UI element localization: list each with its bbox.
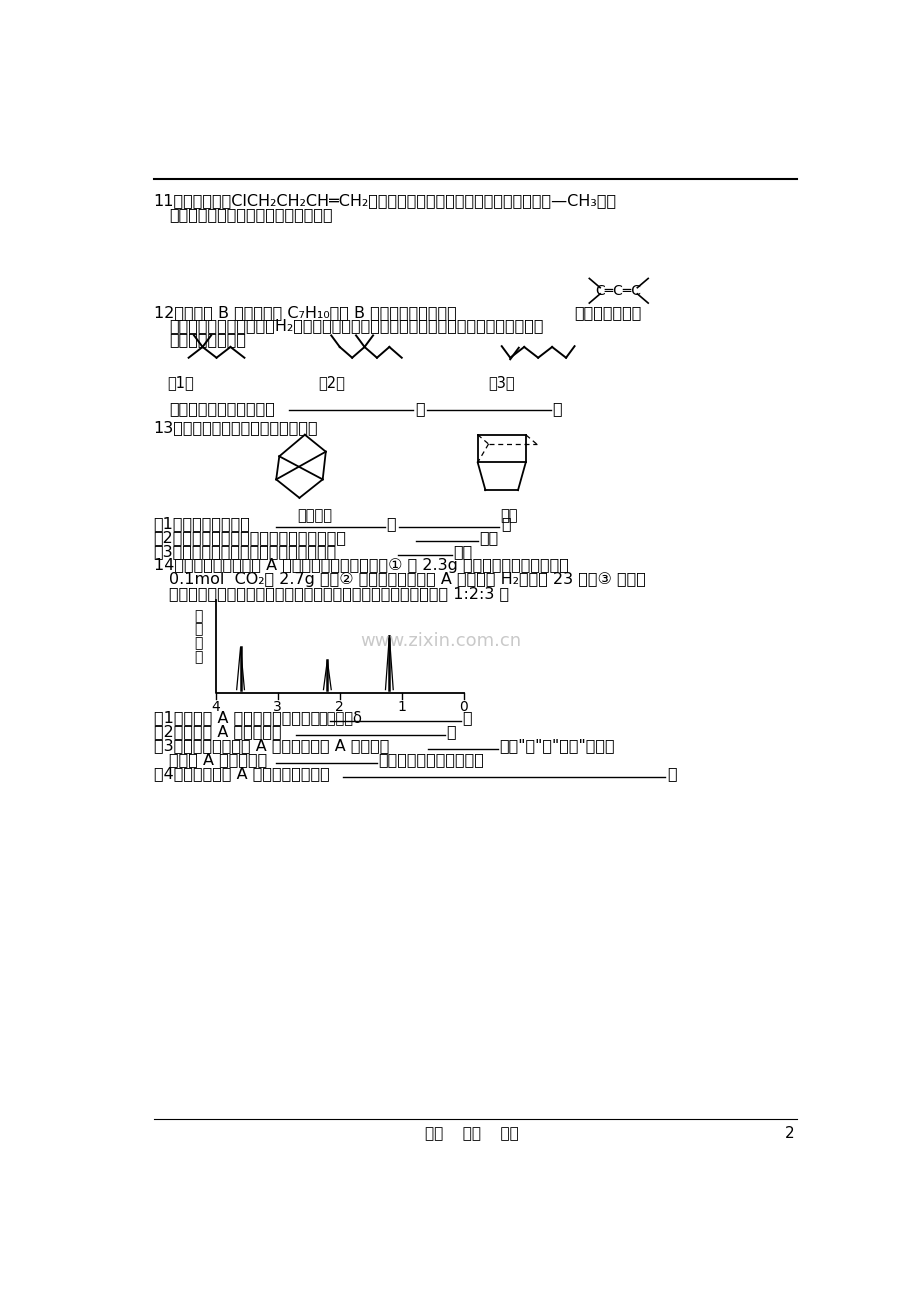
Text: 2: 2 [335, 701, 344, 715]
Text: （2）有机物 A 的实验式是: （2）有机物 A 的实验式是 [153, 724, 281, 740]
Text: 共振仪处理该化合物，得如图所示图谱，图中三个峰的面积之比为 1:2:3 。: 共振仪处理该化合物，得如图所示图谱，图中三个峰的面积之比为 1:2:3 。 [169, 586, 509, 601]
Text: 0.1mol  CO₂和 2.7g 水；② 相同条件下，气态 A 的密度为 H₂密度的 23 倍；③ 用核磁: 0.1mol CO₂和 2.7g 水；② 相同条件下，气态 A 的密度为 H₂密… [169, 572, 645, 586]
Text: 篮烷: 篮烷 [499, 508, 516, 523]
Text: ；: ； [461, 710, 471, 725]
Text: 三种的键线式为：: 三种的键线式为： [169, 333, 246, 347]
Text: 13．如图表示有机物结构的键线式：: 13．如图表示有机物结构的键线式： [153, 420, 318, 436]
Text: 3: 3 [273, 701, 282, 715]
Text: 。: 。 [551, 400, 562, 416]
Text: 1: 1 [397, 701, 406, 715]
Text: 则另外两种的键线式为：: 则另外两种的键线式为： [169, 400, 275, 416]
Text: ；: ； [501, 516, 510, 532]
Text: 收: 收 [194, 623, 203, 637]
Text: 强: 强 [194, 637, 203, 650]
Text: （1）有机物 A 的相对分子质量是：: （1）有机物 A 的相对分子质量是： [153, 710, 320, 725]
Text: （3）篮烷发生一氯取代时，其一氯代物有: （3）篮烷发生一氯取代时，其一氯代物有 [153, 545, 336, 559]
Text: 2: 2 [784, 1126, 793, 1141]
Text: 11．一氯丁烯（ClCH₂CH₂CH═CH₂）有多种同分异构体，试写出其中含有一个—CH₃，且: 11．一氯丁烯（ClCH₂CH₂CH═CH₂）有多种同分异构体，试写出其中含有一… [153, 192, 617, 208]
Text: （填"能"或"不能"），若: （填"能"或"不能"），若 [499, 738, 615, 753]
Text: 、: 、 [414, 400, 424, 416]
Text: 用心    爱心    专心: 用心 爱心 专心 [425, 1126, 517, 1141]
Text: 降冰片烷: 降冰片烷 [297, 508, 332, 523]
Text: 化学位移δ: 化学位移δ [317, 710, 361, 725]
Text: 12．某链烃 B 的分子式为 C₇H₁₀，在 B 的各种结构（不考虑: 12．某链烃 B 的分子式为 C₇H₁₀，在 B 的各种结构（不考虑 [153, 304, 456, 320]
Text: 、: 、 [386, 516, 395, 532]
Text: 结构）中，含有: 结构）中，含有 [573, 304, 641, 320]
Text: 手性碳原子，且与足量的H₂发生加成反应后仍具有光学活性的有机物有五种，已知其中: 手性碳原子，且与足量的H₂发生加成反应后仍具有光学活性的有机物有五种，已知其中 [169, 318, 543, 334]
Text: 度: 度 [194, 650, 203, 664]
Text: 吸: 吸 [194, 608, 203, 623]
Text: 0: 0 [459, 701, 468, 715]
Text: 14．为了测定某有机物 A 的结构，进行如下实验：① 将 2.3g 该有机物完全燃烧，生成: 14．为了测定某有机物 A 的结构，进行如下实验：① 将 2.3g 该有机物完全… [153, 558, 568, 573]
Text: （3）: （3） [488, 374, 515, 390]
Text: （1）其分子式分别为: （1）其分子式分别为 [153, 516, 250, 532]
Text: （3）能否根据有机物 A 的实验式确定 A 的分子式: （3）能否根据有机物 A 的实验式确定 A 的分子式 [153, 738, 389, 753]
Text: 种；: 种； [479, 530, 498, 545]
Text: ；: ； [447, 724, 456, 740]
Text: 4: 4 [211, 701, 220, 715]
Text: 种。: 种。 [453, 545, 472, 559]
Text: （4）写出有机物 A 可能的结构简式：: （4）写出有机物 A 可能的结构简式： [153, 766, 329, 781]
Text: （1）: （1） [166, 374, 194, 390]
Text: 。: 。 [666, 766, 675, 781]
Text: 能，则 A 的分子式是: 能，则 A 的分子式是 [169, 751, 267, 767]
Text: （2）: （2） [318, 374, 345, 390]
Text: www.zixin.com.cn: www.zixin.com.cn [359, 632, 520, 650]
Text: （2）降冰片烷发生一氯取代时，取代位置有: （2）降冰片烷发生一氯取代时，取代位置有 [153, 530, 346, 545]
Text: ，若不能，则此空不填；: ，若不能，则此空不填； [378, 751, 483, 767]
Text: 不含环状结构的所有可能的结构简式：: 不含环状结构的所有可能的结构简式： [169, 207, 333, 222]
Text: C═C═C: C═C═C [596, 283, 641, 298]
